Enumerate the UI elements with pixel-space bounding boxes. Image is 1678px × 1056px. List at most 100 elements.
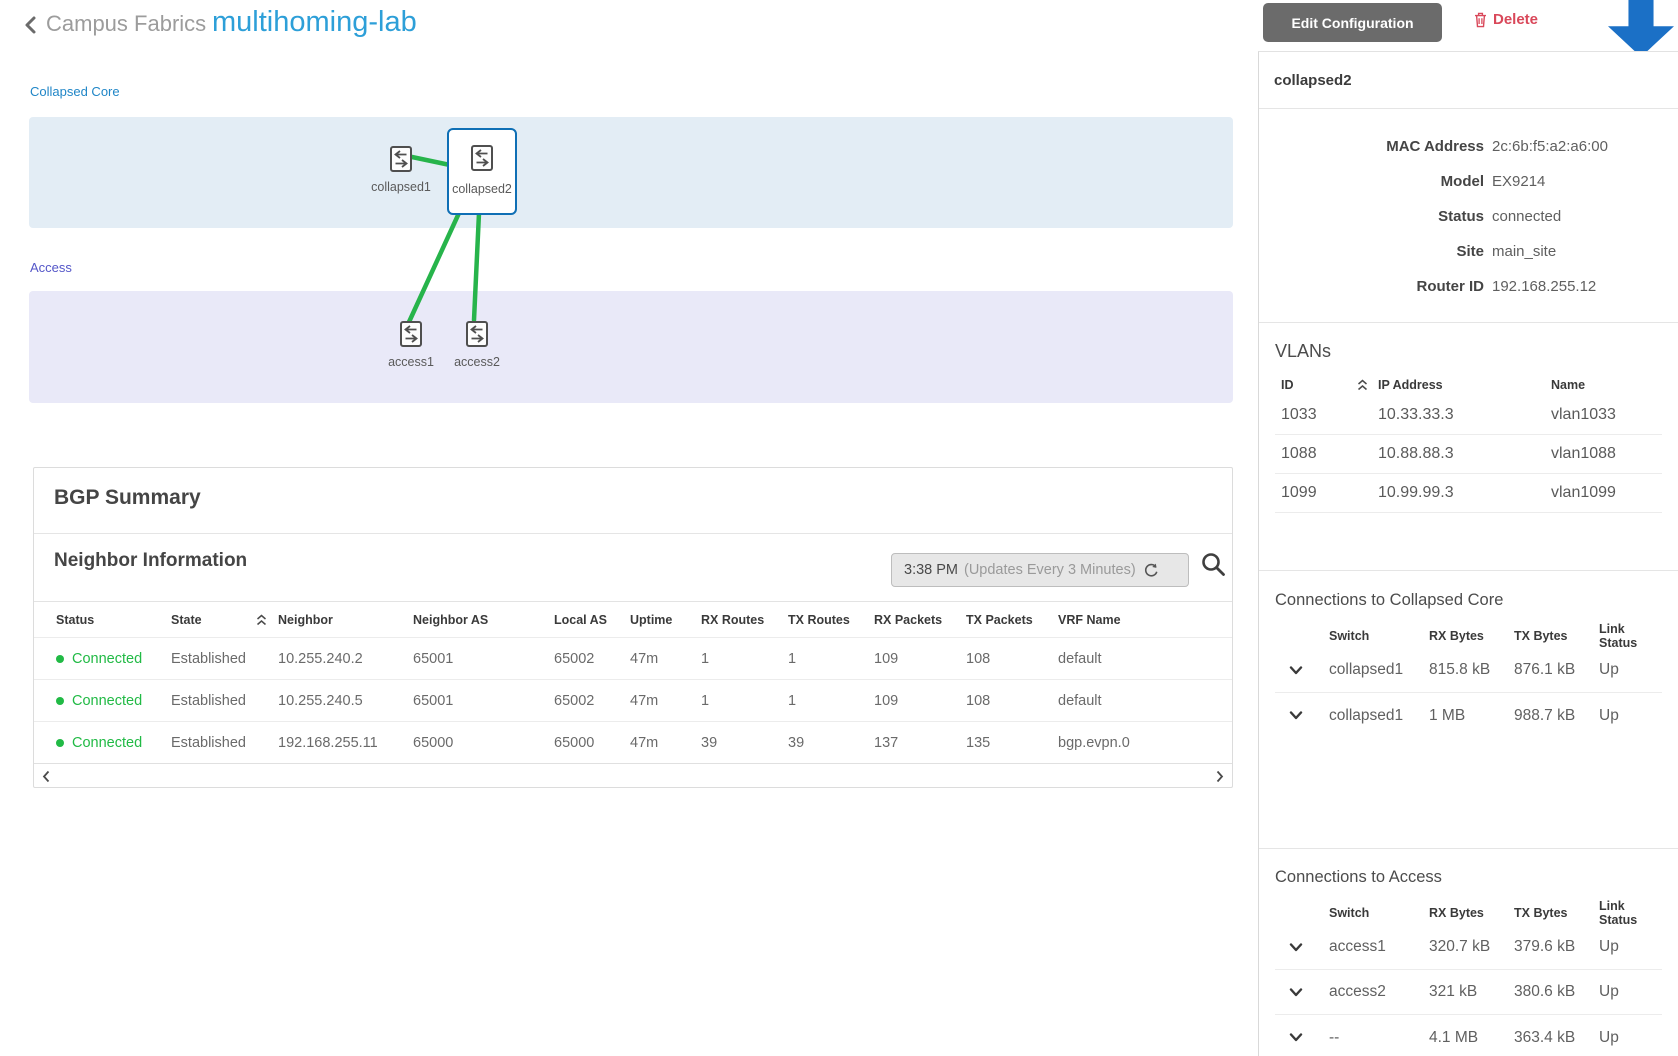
col-state-label: State: [171, 612, 202, 627]
rx-packets-value: 109: [874, 692, 899, 709]
access-section-label: Access: [30, 260, 72, 275]
connections-core-title: Connections to Collapsed Core: [1275, 591, 1504, 609]
refresh-icon: [1144, 563, 1158, 577]
node-access2[interactable]: access2: [454, 321, 500, 369]
rx-routes-value: 1: [701, 650, 710, 667]
sort-ascending-icon: [1358, 379, 1367, 391]
vlan-id: 1099: [1281, 484, 1317, 501]
back-icon[interactable]: [22, 15, 38, 35]
detail-row: Model EX9214: [1259, 164, 1678, 199]
detail-label: Status: [1438, 208, 1484, 225]
col-id-label: ID: [1281, 378, 1294, 392]
main-content: Collapsed Core Access collapsed1: [0, 51, 1258, 1056]
vlan-ip: 10.99.99.3: [1378, 484, 1454, 501]
sort-ascending-icon: [257, 614, 266, 625]
col-rx-packets[interactable]: RX Packets: [874, 612, 943, 627]
status-dot: [56, 654, 64, 663]
tx-bytes: 363.4 kB: [1514, 1028, 1576, 1046]
detail-row: Site main_site: [1259, 234, 1678, 269]
scroll-right-icon[interactable]: [1216, 770, 1224, 783]
chevron-down-icon[interactable]: [1289, 942, 1303, 952]
col-status[interactable]: Status: [56, 612, 95, 627]
tx-routes-value: 39: [788, 734, 805, 751]
detail-label: Site: [1456, 243, 1484, 260]
delete-button[interactable]: Delete: [1474, 11, 1538, 28]
col-rx-routes[interactable]: RX Routes: [701, 612, 765, 627]
connection-row: -- 4.1 MB 363.4 kB Up: [1275, 1015, 1662, 1056]
chevron-down-icon[interactable]: [1289, 665, 1303, 675]
tx-bytes: 876.1 kB: [1514, 661, 1576, 678]
node-access1[interactable]: access1: [388, 321, 434, 369]
rx-bytes: 320.7 kB: [1429, 938, 1491, 955]
vlan-row: 1033 10.33.33.3 vlan1033: [1275, 396, 1662, 435]
vlans-section: VLANs ID IP Address Name 1033 10.33.33.3…: [1259, 323, 1678, 571]
chevron-down-icon[interactable]: [1289, 711, 1303, 720]
edit-configuration-button[interactable]: Edit Configuration: [1263, 3, 1442, 42]
detail-row: Status connected: [1259, 199, 1678, 234]
detail-row: Router ID 192.168.255.12: [1259, 269, 1678, 304]
vrf-name-value: default: [1058, 692, 1102, 709]
node-collapsed2-selected[interactable]: collapsed2: [447, 128, 517, 215]
refresh-timestamp-button[interactable]: 3:38 PM (Updates Every 3 Minutes): [891, 553, 1189, 587]
link-status: Up: [1599, 661, 1619, 678]
neighbor-as-value: 65001: [413, 650, 454, 667]
connections-access-section: Connections to Access Switch RX Bytes TX…: [1259, 849, 1678, 1056]
switch-icon: [471, 145, 493, 171]
trash-icon: [1475, 12, 1486, 27]
horizontal-scrollbar[interactable]: [34, 763, 1232, 789]
col-switch: Switch: [1329, 629, 1370, 643]
col-vrf-name[interactable]: VRF Name: [1058, 612, 1121, 627]
vrf-name-value: bgp.evpn.0: [1058, 734, 1130, 751]
switch-name: --: [1329, 1028, 1340, 1046]
rx-packets-value: 109: [874, 650, 899, 667]
vlan-row: 1088 10.88.88.3 vlan1088: [1275, 435, 1662, 474]
page-title: multihoming-lab: [212, 6, 417, 38]
status-value: Connected: [72, 692, 143, 709]
col-neighbor-as[interactable]: Neighbor AS: [413, 612, 489, 627]
status-dot: [56, 696, 64, 705]
node-collapsed1[interactable]: collapsed1: [371, 146, 431, 194]
col-state[interactable]: State: [171, 613, 278, 627]
link-status: Up: [1599, 983, 1619, 1000]
scroll-left-icon[interactable]: [42, 770, 50, 783]
col-id[interactable]: ID: [1281, 378, 1378, 392]
tx-packets-value: 108: [966, 692, 991, 709]
site-value: main_site: [1492, 243, 1557, 260]
detail-row: MAC Address 2c:6b:f5:a2:a6:00: [1259, 129, 1678, 164]
chevron-down-icon[interactable]: [1289, 1033, 1303, 1042]
uptime-value: 47m: [630, 692, 659, 709]
neighbor-as-value: 65000: [413, 734, 454, 751]
local-as-value: 65002: [554, 692, 595, 709]
col-local-as[interactable]: Local AS: [554, 612, 608, 627]
core-section-label: Collapsed Core: [30, 84, 120, 99]
uptime-value: 47m: [630, 650, 659, 667]
col-switch: Switch: [1329, 906, 1370, 920]
col-tx-routes[interactable]: TX Routes: [788, 612, 850, 627]
uptime-value: 47m: [630, 734, 659, 751]
local-as-value: 65002: [554, 650, 595, 667]
collapsed-core-band: [29, 117, 1233, 228]
col-uptime[interactable]: Uptime: [630, 612, 673, 627]
col-neighbor[interactable]: Neighbor: [278, 612, 333, 627]
detail-label: MAC Address: [1386, 138, 1484, 155]
col-name[interactable]: Name: [1551, 378, 1586, 392]
connection-row: collapsed1 1 MB 988.7 kB Up: [1275, 693, 1662, 738]
header: Campus Fabrics : multihoming-lab Edit Co…: [0, 0, 1678, 57]
divider: [34, 533, 1232, 534]
neighbor-value: 192.168.255.11: [278, 734, 378, 751]
breadcrumb[interactable]: Campus Fabrics :: [46, 11, 219, 36]
status-dot: [56, 738, 64, 747]
connections-access-title: Connections to Access: [1275, 868, 1442, 886]
vlan-header-row: ID IP Address Name: [1275, 374, 1662, 396]
col-tx-packets[interactable]: TX Packets: [966, 612, 1033, 627]
neighbor-as-value: 65001: [413, 692, 454, 709]
vlan-ip: 10.33.33.3: [1378, 406, 1454, 423]
chevron-down-icon[interactable]: [1289, 987, 1303, 997]
timestamp: 3:38 PM: [904, 562, 958, 578]
link-status: Up: [1599, 938, 1619, 955]
rx-bytes: 1 MB: [1429, 706, 1466, 724]
node-label: access1: [388, 355, 434, 369]
search-icon[interactable]: [1200, 551, 1227, 578]
rx-routes-value: 39: [701, 734, 718, 751]
col-ip-address[interactable]: IP Address: [1378, 378, 1443, 392]
